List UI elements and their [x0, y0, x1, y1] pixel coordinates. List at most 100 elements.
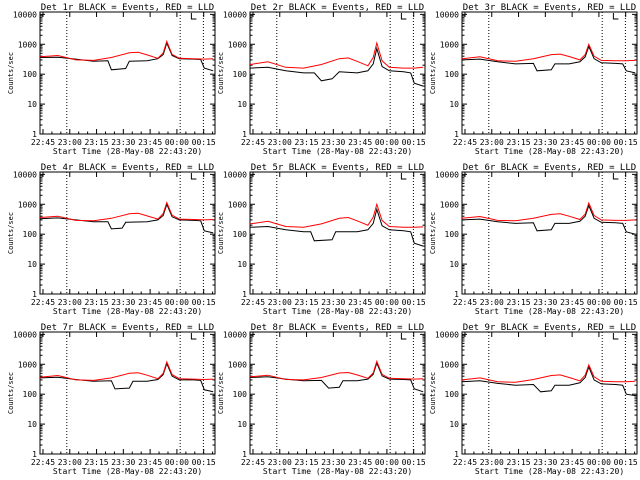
- series-lld-line: [461, 201, 636, 222]
- series-lld-line: [39, 360, 214, 381]
- x-axis-label: Start Time (28-May-08 22:43:20): [263, 467, 412, 476]
- y-tick-label: 100: [233, 390, 248, 399]
- series-events-line: [39, 362, 214, 393]
- x-tick-label: 23:15: [507, 298, 531, 307]
- x-tick-label: 23:45: [560, 138, 584, 147]
- y-tick-label: 100: [445, 390, 460, 399]
- det-6r-panel: 1 10 100 1000 10000 22:45 23:00 23:15 23:30 23:45…: [429, 163, 638, 316]
- det-1r-panel: 1 10 100 1000 10000 22:45 23:00 23:15 23:30 23:45…: [7, 3, 216, 156]
- det-9r-panel: 1 10 100 1000 10000 22:45 23:00 23:15 23:30 23:45…: [429, 323, 638, 476]
- y-axis-label: Counts/sec: [217, 372, 225, 414]
- det-5r-panel: 1 10 100 1000 10000 22:45 23:00 23:15 23:30 23:45…: [217, 163, 426, 316]
- plot-frame: [461, 171, 638, 295]
- panel-title: Det 8r BLACK = Events, RED = LLD: [251, 323, 424, 333]
- y-tick-label: 10: [449, 100, 459, 109]
- x-tick-label: 00:15: [192, 138, 216, 147]
- plot-frame: [461, 11, 638, 135]
- bracket-marker: [400, 173, 407, 180]
- x-tick-label: 00:15: [614, 298, 638, 307]
- x-tick-label: 22:45: [453, 138, 477, 147]
- bracket-marker: [190, 333, 197, 340]
- x-tick-label: 23:30: [321, 138, 345, 147]
- x-tick-label: 00:15: [402, 298, 426, 307]
- bracket-marker: [612, 13, 619, 20]
- bracket-marker: [400, 13, 407, 20]
- plot-frame: [39, 11, 216, 135]
- bracket-marker: [612, 173, 619, 180]
- y-tick-label: 1: [32, 290, 37, 299]
- y-tick-label: 1: [242, 130, 247, 139]
- x-tick-label: 23:15: [295, 138, 319, 147]
- y-tick-label: 1000: [228, 200, 247, 209]
- bracket-marker: [190, 173, 197, 180]
- panel-title: Det 9r BLACK = Events, RED = LLD: [463, 323, 636, 333]
- y-tick-label: 10000: [13, 170, 37, 179]
- series-events-line: [39, 41, 214, 72]
- bracket-marker: [612, 333, 619, 340]
- x-tick-label: 23:15: [295, 298, 319, 307]
- x-axis-label: Start Time (28-May-08 22:43:20): [475, 147, 624, 156]
- y-tick-label: 10: [449, 260, 459, 269]
- y-tick-label: 100: [445, 230, 460, 239]
- x-tick-label: 00:00: [375, 138, 399, 147]
- x-axis-label: Start Time (28-May-08 22:43:20): [53, 307, 202, 316]
- x-tick-label: 23:45: [348, 458, 372, 467]
- x-tick-label: 23:15: [507, 458, 531, 467]
- plot-frame: [39, 331, 216, 455]
- y-tick-label: 10000: [13, 330, 37, 339]
- x-tick-label: 23:15: [507, 138, 531, 147]
- x-tick-label: 23:00: [268, 298, 292, 307]
- x-axis-label: Start Time (28-May-08 22:43:20): [53, 147, 202, 156]
- y-tick-label: 1000: [440, 200, 459, 209]
- x-tick-label: 23:15: [295, 458, 319, 467]
- y-tick-label: 10000: [223, 330, 247, 339]
- x-tick-label: 23:00: [58, 138, 82, 147]
- series-lld-line: [461, 42, 636, 62]
- panel-title: Det 3r BLACK = Events, RED = LLD: [463, 3, 636, 13]
- y-tick-label: 10000: [435, 330, 459, 339]
- series-events-line: [461, 45, 636, 74]
- y-tick-label: 1: [454, 450, 459, 459]
- y-tick-label: 10000: [435, 170, 459, 179]
- y-tick-label: 100: [233, 70, 248, 79]
- x-axis-label: Start Time (28-May-08 22:43:20): [475, 467, 624, 476]
- y-axis-label: Counts/sec: [429, 212, 437, 254]
- y-tick-label: 1: [454, 130, 459, 139]
- y-axis-label: Counts/sec: [217, 52, 225, 94]
- y-tick-label: 1: [454, 290, 459, 299]
- x-tick-label: 22:45: [31, 458, 55, 467]
- x-tick-label: 00:15: [192, 298, 216, 307]
- y-tick-label: 10000: [223, 10, 247, 19]
- series-events-line: [39, 202, 214, 234]
- x-axis-label: Start Time (28-May-08 22:43:20): [475, 307, 624, 316]
- x-tick-label: 23:45: [348, 138, 372, 147]
- x-tick-label: 23:30: [533, 458, 557, 467]
- y-tick-label: 10000: [435, 10, 459, 19]
- x-tick-label: 22:45: [241, 298, 265, 307]
- y-tick-label: 10: [237, 420, 247, 429]
- series-lld-line: [249, 202, 424, 228]
- det-2r-panel: 1 10 100 1000 10000 22:45 23:00 23:15 23:30 23:45…: [217, 3, 426, 156]
- x-tick-label: 00:15: [192, 458, 216, 467]
- y-tick-label: 1: [242, 450, 247, 459]
- panel-title: Det 7r BLACK = Events, RED = LLD: [41, 323, 214, 333]
- x-axis-label: Start Time (28-May-08 22:43:20): [263, 147, 412, 156]
- y-axis-label: Counts/sec: [217, 212, 225, 254]
- plot-frame: [249, 11, 426, 135]
- panel-title: Det 1r BLACK = Events, RED = LLD: [41, 3, 214, 13]
- x-tick-label: 23:30: [321, 458, 345, 467]
- panel-title: Det 5r BLACK = Events, RED = LLD: [251, 163, 424, 173]
- x-tick-label: 22:45: [31, 298, 55, 307]
- y-tick-label: 100: [445, 70, 460, 79]
- det-7r-panel: 1 10 100 1000 10000 22:45 23:00 23:15 23:30 23:45…: [7, 323, 216, 476]
- y-tick-label: 10: [237, 260, 247, 269]
- y-tick-label: 1000: [440, 40, 459, 49]
- x-tick-label: 23:30: [111, 138, 135, 147]
- x-tick-label: 23:45: [138, 458, 162, 467]
- y-tick-label: 100: [233, 230, 248, 239]
- x-tick-label: 23:45: [560, 298, 584, 307]
- x-tick-label: 00:15: [402, 138, 426, 147]
- series-events-line: [461, 365, 636, 397]
- x-tick-label: 23:30: [533, 138, 557, 147]
- x-tick-label: 00:00: [375, 458, 399, 467]
